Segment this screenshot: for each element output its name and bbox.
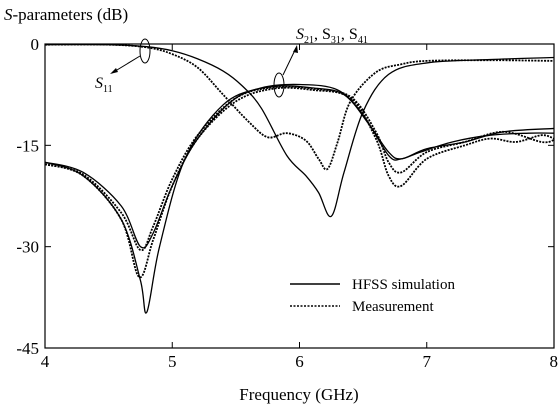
measurement-line-6 bbox=[44, 85, 555, 252]
annotation-transmission-arrowhead bbox=[293, 45, 298, 53]
y-tick-label: -30 bbox=[16, 238, 39, 257]
x-tick-label: 6 bbox=[295, 352, 304, 371]
measurement-line-2 bbox=[44, 43, 555, 171]
x-tick-label: 4 bbox=[41, 352, 50, 371]
annotation-s11-label: S11 bbox=[95, 75, 113, 95]
y-axis-label: S-parameters (dB) bbox=[4, 5, 128, 24]
x-tick-label: 5 bbox=[168, 352, 177, 371]
y-tick-label: -45 bbox=[16, 339, 39, 358]
legend-label-measurement: Measurement bbox=[352, 299, 434, 315]
y-axis-label-text: -parameters (dB) bbox=[13, 5, 129, 24]
simulation-line-1 bbox=[44, 43, 555, 218]
x-tick-label: 8 bbox=[550, 352, 559, 371]
legend: HFSS simulation Measurement bbox=[290, 277, 455, 315]
annotation-s11-ellipse bbox=[139, 38, 151, 64]
annotation-transmission-label: S21, S31, S41 bbox=[296, 26, 368, 46]
x-axis-label: Frequency (GHz) bbox=[239, 385, 358, 404]
x-tick-label: 7 bbox=[423, 352, 432, 371]
annotation-transmission-arrow bbox=[282, 47, 297, 76]
axes: 4 5 6 7 8 0 -15 -30 -45 bbox=[16, 35, 558, 371]
y-tick-label: 0 bbox=[31, 35, 40, 54]
y-tick-label: -15 bbox=[16, 136, 39, 155]
plot-frame bbox=[44, 43, 555, 349]
y-axis-label-symbol: S bbox=[4, 5, 13, 24]
annotation-s11-arrowhead bbox=[110, 68, 118, 74]
annotation-transmission-ellipse bbox=[273, 72, 285, 98]
annotation-transmission: S21, S31, S41 bbox=[273, 26, 368, 98]
simulation-line-4 bbox=[44, 85, 555, 249]
simulation-line-3 bbox=[44, 83, 555, 314]
legend-label-simulation: HFSS simulation bbox=[352, 277, 455, 293]
measurement-line-5 bbox=[44, 86, 555, 278]
annotation-s11: S11 bbox=[95, 38, 151, 95]
series-group bbox=[44, 43, 555, 314]
